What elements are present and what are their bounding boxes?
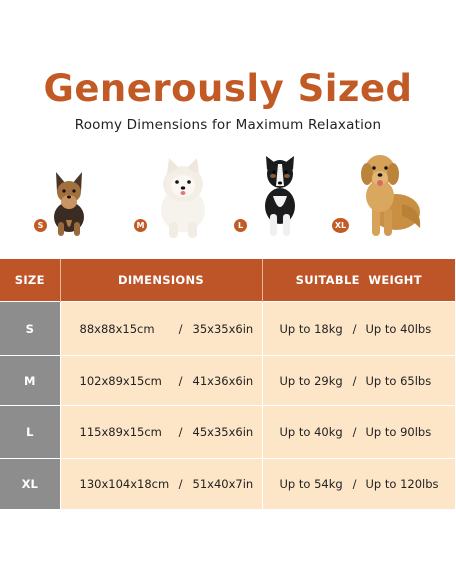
- table-row: XL 130x104x18cm/51x40x7in Up to 54kg / Up …: [0, 458, 455, 509]
- weight-lbs: Up to 120lbs: [365, 477, 439, 491]
- weight-kg: Up to 29kg: [279, 373, 343, 388]
- weight-kg: Up to 54kg: [279, 477, 343, 491]
- separator: /: [178, 373, 183, 388]
- table-row: L 115x89x15cm/45x35x6in Up to 40kg / Up to…: [0, 405, 455, 459]
- size-cell: M: [0, 355, 60, 406]
- size-badge-s: S: [34, 219, 47, 232]
- size-cell: XL: [0, 458, 60, 509]
- dimensions-in: 35x35x6in: [192, 321, 254, 336]
- dimensions-in: 45x35x6in: [192, 425, 254, 439]
- size-table: SIZE DIMENSIONS SUITABLE WEIGHT S 88x88x…: [0, 259, 455, 509]
- table-row: M 102x89x15cm/41x36x6in Up to 29kg / Up to…: [0, 355, 455, 406]
- headline: Generously Sized: [43, 67, 413, 110]
- dimensions-cell: 88x88x15cm / 35x35x6in: [59, 301, 262, 356]
- weight-cell: Up to 54kg / Up to 120lbs: [261, 458, 455, 509]
- weight-kg: Up to 40kg: [279, 425, 343, 439]
- size-badge-m: M: [134, 219, 147, 232]
- header-size: SIZE: [0, 259, 60, 302]
- golden-retriever-icon: [361, 155, 421, 236]
- size-badge-l: L: [234, 219, 247, 232]
- weight-kg: Up to 18kg: [279, 321, 343, 336]
- dimensions-cell: 130x104x18cm / 51x40x7in: [59, 458, 262, 509]
- size-badge-xl: XL: [332, 218, 349, 233]
- pomeranian-icon: [161, 158, 205, 238]
- dimensions-cell: 115x89x15cm / 45x35x6in: [59, 405, 262, 459]
- yorkshire-terrier-icon: [54, 172, 84, 236]
- size-cell: L: [0, 405, 60, 459]
- weight-cell: Up to 18kg / Up to 40lbs: [261, 301, 455, 356]
- dimensions-cm: 88x88x15cm: [79, 321, 155, 336]
- header-dimensions: DIMENSIONS: [59, 259, 262, 302]
- weight-cell: Up to 40kg / Up to 90lbs: [261, 405, 455, 459]
- separator: /: [352, 477, 357, 491]
- border-collie-icon: [265, 156, 295, 236]
- weight-lbs: Up to 90lbs: [365, 425, 432, 439]
- separator: /: [178, 425, 183, 439]
- separator: /: [178, 321, 183, 336]
- dimensions-in: 41x36x6in: [192, 373, 254, 388]
- separator: /: [352, 321, 357, 336]
- header-suitable-weight: SUITABLE WEIGHT: [261, 259, 455, 302]
- dimensions-in: 51x40x7in: [192, 477, 254, 491]
- separator: /: [352, 373, 357, 388]
- weight-lbs: Up to 65lbs: [365, 373, 432, 388]
- weight-cell: Up to 29kg / Up to 65lbs: [261, 355, 455, 406]
- table-header-row: SIZE DIMENSIONS SUITABLE WEIGHT: [0, 259, 455, 302]
- dimensions-cell: 102x89x15cm / 41x36x6in: [59, 355, 262, 406]
- dimensions-cm: 115x89x15cm: [79, 425, 162, 439]
- table-row: S 88x88x15cm/35x35x6in Up to 18kg / Up to …: [0, 301, 455, 356]
- dimensions-cm: 102x89x15cm: [79, 373, 162, 388]
- dimensions-cm: 130x104x18cm: [79, 477, 170, 491]
- size-cell: S: [0, 301, 60, 356]
- separator: /: [178, 477, 183, 491]
- separator: /: [352, 425, 357, 439]
- weight-lbs: Up to 40lbs: [365, 321, 432, 336]
- subheadline: Roomy Dimensions for Maximum Relaxation: [74, 117, 382, 133]
